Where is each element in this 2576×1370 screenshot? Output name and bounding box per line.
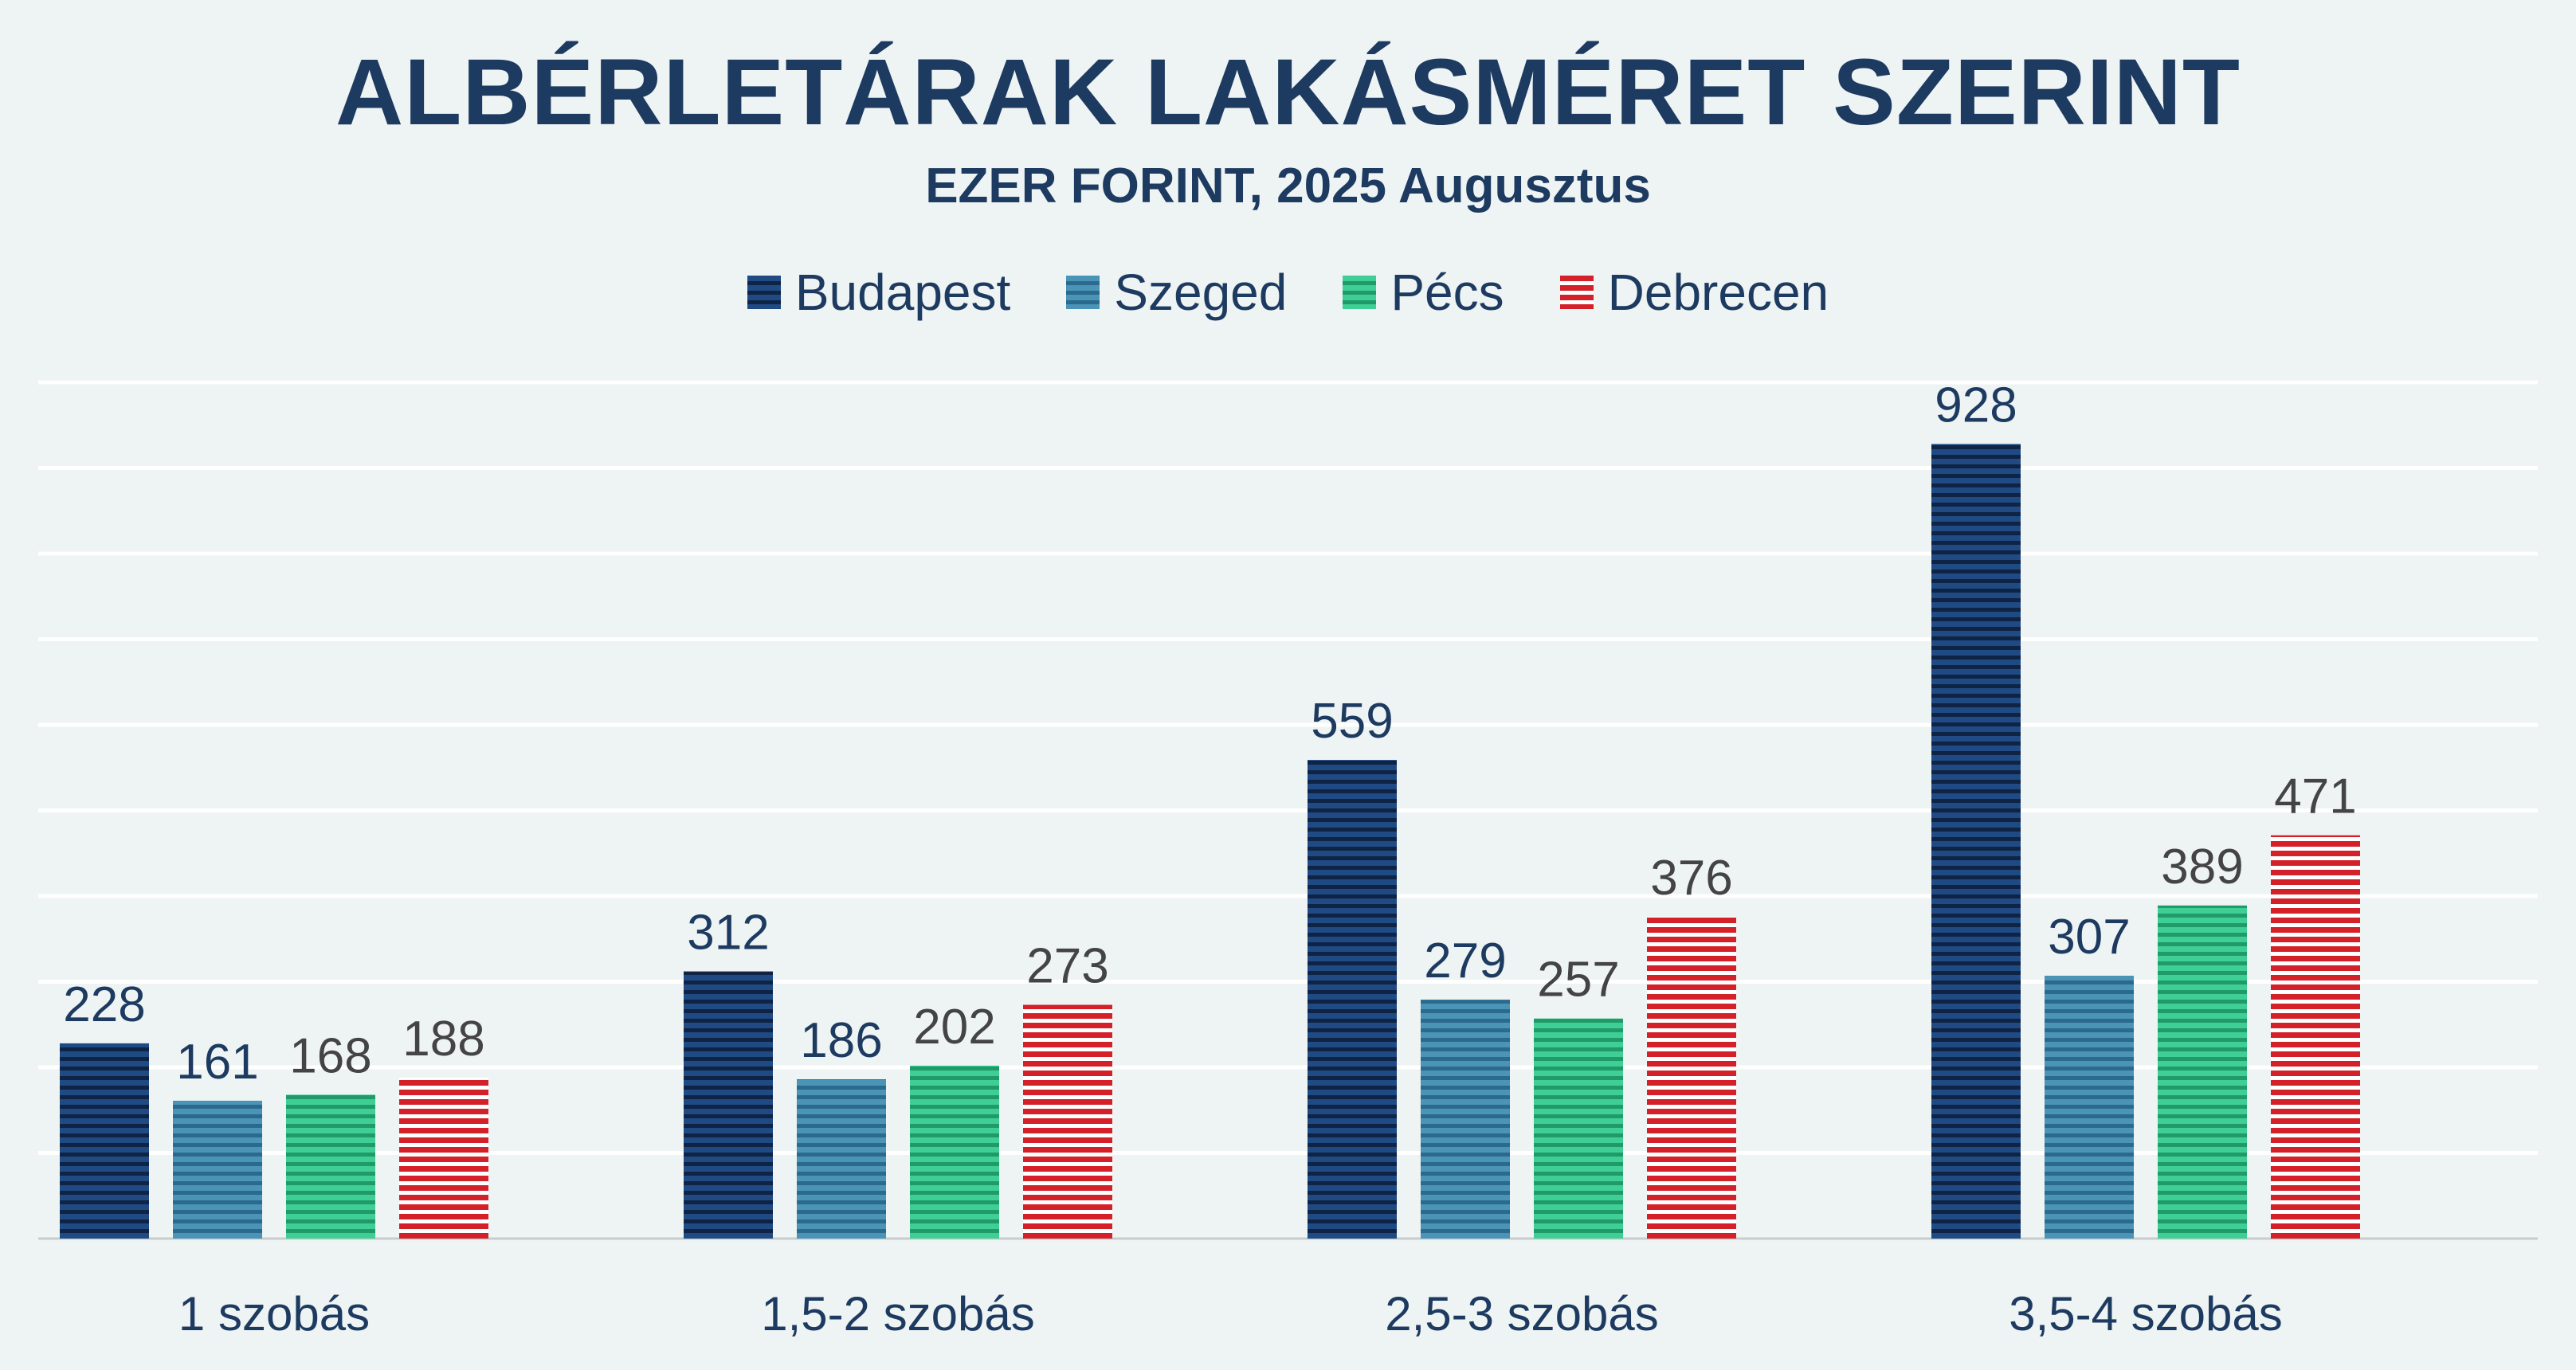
category-label-2: 2,5-3 szobás: [1385, 1287, 1659, 1341]
legend-item-szeged: Szeged: [1066, 263, 1287, 322]
bar-pécs-2: [1534, 1018, 1623, 1239]
bar-szeged-0: [173, 1100, 262, 1239]
bar-szeged-1: [797, 1079, 886, 1239]
data-label-debrecen-0: 188: [402, 1012, 484, 1067]
data-label-szeged-0: 161: [176, 1035, 258, 1090]
data-label-budapest-1: 312: [687, 906, 769, 961]
data-label-pécs-0: 168: [289, 1028, 371, 1083]
data-labels: 228 161 168 188 312 186 202 273 559 279 257 376 928 3…: [63, 378, 2356, 1090]
bar-pécs-3: [2158, 905, 2247, 1239]
chart-subtitle: EZER FORINT, 2025 Augusztus: [925, 159, 1651, 213]
bar-szeged-2: [1421, 1000, 1510, 1239]
category-label-3: 3,5-4 szobás: [2009, 1287, 2283, 1341]
category-label-0: 1 szobás: [178, 1287, 370, 1341]
legend-swatch-budapest: [747, 276, 781, 309]
data-label-budapest-2: 559: [1311, 694, 1393, 749]
legend-swatch-szeged: [1066, 276, 1100, 309]
legend-label-budapest: Budapest: [794, 264, 1011, 321]
bar-debrecen-1: [1023, 1004, 1112, 1239]
bar-szeged-3: [2045, 975, 2134, 1239]
legend: Budapest Szeged Pécs Debrecen: [0, 263, 2576, 322]
bar-pécs-0: [286, 1094, 375, 1239]
category-label-1: 1,5-2 szobás: [761, 1287, 1035, 1341]
data-label-budapest-3: 928: [1935, 378, 2017, 433]
legend-label-pecs: Pécs: [1390, 264, 1504, 321]
legend-item-debrecen: Debrecen: [1559, 263, 1829, 322]
data-label-budapest-0: 228: [63, 977, 145, 1032]
legend-item-budapest: Budapest: [747, 263, 1010, 322]
data-label-pécs-1: 202: [913, 1000, 995, 1055]
bar-budapest-0: [60, 1043, 149, 1239]
bar-budapest-2: [1308, 760, 1397, 1239]
data-label-pécs-3: 389: [2161, 840, 2243, 894]
bar-debrecen-3: [2271, 835, 2360, 1239]
chart-title: ALBÉRLETÁRAK LAKÁSMÉRET SZERINT: [335, 40, 2241, 145]
data-label-debrecen-3: 471: [2274, 769, 2356, 824]
legend-item-pecs: Pécs: [1343, 263, 1504, 322]
bar-debrecen-2: [1647, 916, 1736, 1239]
legend-swatch-debrecen: [1559, 276, 1594, 309]
data-label-debrecen-1: 273: [1026, 939, 1108, 994]
data-label-szeged-2: 279: [1424, 934, 1506, 988]
legend-label-debrecen: Debrecen: [1607, 264, 1829, 321]
legend-label-szeged: Szeged: [1114, 264, 1288, 321]
bar-debrecen-0: [399, 1077, 488, 1239]
bar-budapest-3: [1931, 444, 2021, 1239]
bars: [60, 444, 2360, 1239]
data-label-debrecen-2: 376: [1650, 851, 1732, 906]
data-label-szeged-3: 307: [2048, 910, 2130, 965]
data-label-szeged-1: 186: [800, 1013, 882, 1068]
legend-swatch-pecs: [1343, 276, 1377, 309]
bar-pécs-1: [910, 1065, 999, 1239]
bar-budapest-1: [684, 971, 773, 1239]
data-label-pécs-2: 257: [1537, 953, 1619, 1008]
category-labels: 1 szobás 1,5-2 szobás 2,5-3 szobás 3,5-4 sz…: [178, 1287, 2283, 1341]
